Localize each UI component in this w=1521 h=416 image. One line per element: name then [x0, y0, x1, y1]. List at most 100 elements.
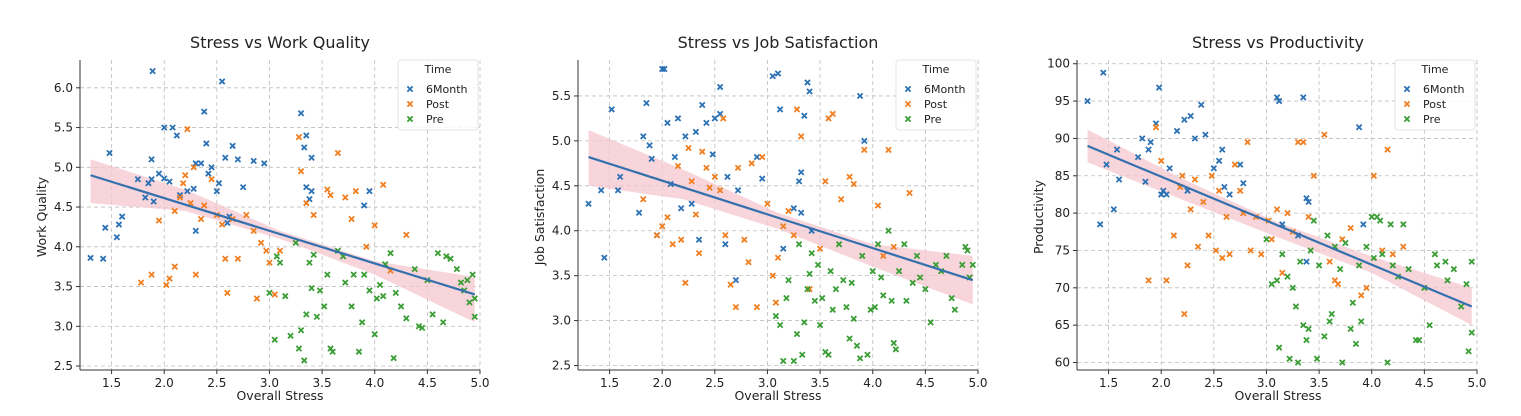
- data-point: [927, 319, 934, 326]
- data-point: [179, 179, 187, 187]
- data-point: [418, 324, 426, 332]
- data-point: [722, 231, 729, 239]
- data-point: [352, 187, 360, 195]
- panel-work-quality: Stress vs Work Quality Overall Stress Wo…: [34, 33, 490, 403]
- data-point: [371, 222, 378, 229]
- series-pre: [266, 239, 478, 364]
- data-point: [1463, 280, 1470, 288]
- data-point: [1244, 138, 1251, 146]
- y-tick-label: 3.0: [54, 319, 73, 333]
- data-point: [1223, 213, 1230, 221]
- data-point: [682, 279, 689, 287]
- data-point: [1173, 127, 1181, 135]
- data-point: [329, 348, 336, 355]
- data-point: [616, 173, 624, 181]
- data-point: [1084, 97, 1091, 105]
- y-tick-label: 75: [1055, 243, 1070, 257]
- data-point: [218, 221, 226, 228]
- data-point: [287, 332, 294, 340]
- data-point: [1219, 254, 1226, 262]
- data-point: [342, 194, 349, 201]
- data-point: [785, 207, 792, 215]
- data-point: [1457, 303, 1465, 310]
- data-point: [748, 160, 755, 167]
- data-point: [658, 65, 666, 73]
- data-point: [835, 240, 843, 248]
- data-point: [716, 83, 724, 91]
- data-point: [464, 276, 471, 284]
- data-point: [608, 106, 615, 113]
- data-point: [324, 186, 331, 193]
- data-point: [1400, 221, 1407, 228]
- data-point: [271, 291, 278, 298]
- data-point: [635, 209, 643, 216]
- data-point: [1231, 161, 1239, 168]
- data-point: [780, 245, 787, 252]
- data-point: [224, 289, 231, 297]
- data-point: [169, 124, 176, 131]
- data-point: [674, 115, 682, 122]
- data-point: [334, 149, 342, 157]
- legend-marker-pre: [1403, 115, 1411, 123]
- legend-frame: [397, 59, 479, 131]
- data-point: [769, 72, 776, 80]
- data-point: [1279, 269, 1286, 277]
- data-point: [716, 187, 724, 194]
- data-point: [253, 295, 261, 302]
- data-point: [160, 175, 168, 182]
- data-point: [403, 231, 410, 239]
- legend: Time 6Month Post Pre: [895, 59, 977, 131]
- y-tick-label: 5.0: [54, 160, 73, 174]
- data-point: [695, 236, 703, 243]
- data-point: [434, 249, 442, 257]
- data-point: [1205, 232, 1212, 239]
- data-point: [776, 321, 784, 329]
- data-point: [1181, 310, 1188, 318]
- data-point: [769, 272, 776, 279]
- data-point: [403, 315, 410, 322]
- data-point: [266, 259, 273, 266]
- data-point: [1334, 280, 1342, 288]
- data-point: [1296, 258, 1304, 265]
- data-point: [363, 243, 370, 251]
- x-tick-label: 4.5: [916, 376, 935, 390]
- data-point: [466, 299, 473, 306]
- y-tick-label: 5.5: [54, 121, 73, 135]
- x-tick-label: 3.0: [1257, 376, 1276, 390]
- data-point: [348, 303, 355, 310]
- data-point: [808, 249, 815, 257]
- y-tick-label: 5.5: [552, 89, 571, 103]
- series-pre: [1263, 213, 1475, 366]
- data-point: [806, 270, 813, 278]
- data-point: [1263, 236, 1270, 243]
- data-point: [846, 335, 853, 342]
- data-point: [453, 265, 461, 273]
- data-point: [943, 252, 950, 260]
- data-point: [1268, 280, 1275, 288]
- data-point: [471, 313, 478, 320]
- data-point: [1368, 213, 1375, 221]
- data-point: [203, 140, 210, 147]
- data-point: [861, 137, 868, 145]
- data-point: [1336, 265, 1344, 273]
- data-point: [1431, 250, 1439, 258]
- data-point: [640, 196, 647, 203]
- data-point: [753, 153, 761, 161]
- legend-label-6month: 6Month: [1423, 83, 1465, 96]
- x-tick-label: 5.0: [470, 376, 489, 390]
- data-point: [780, 222, 787, 230]
- data-point: [1152, 123, 1160, 131]
- data-point: [1379, 250, 1386, 258]
- data-point: [308, 154, 315, 162]
- data-point: [885, 227, 892, 234]
- y-tick-label: 65: [1055, 318, 1070, 332]
- data-point: [1363, 284, 1370, 292]
- data-point: [1145, 277, 1152, 284]
- data-point: [297, 168, 305, 175]
- data-point: [173, 132, 181, 139]
- data-point: [1113, 146, 1121, 153]
- data-point: [102, 224, 109, 231]
- data-point: [303, 132, 310, 139]
- data-point: [795, 240, 803, 248]
- data-point: [1315, 262, 1323, 269]
